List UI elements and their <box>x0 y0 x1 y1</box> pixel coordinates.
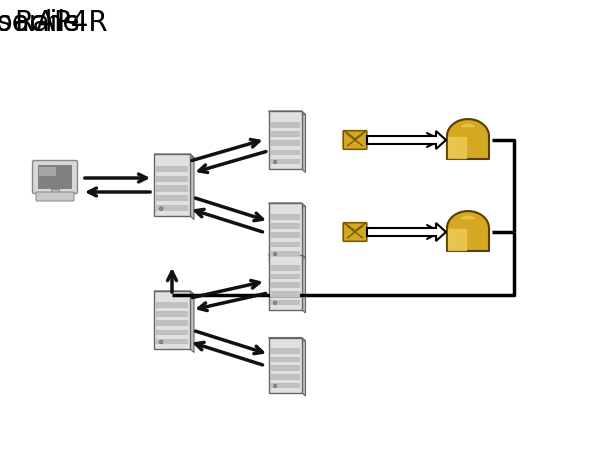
FancyBboxPatch shape <box>269 203 302 261</box>
FancyBboxPatch shape <box>156 320 188 326</box>
Circle shape <box>274 384 277 387</box>
Text: Apache: Apache <box>0 9 80 36</box>
FancyBboxPatch shape <box>156 205 188 211</box>
Polygon shape <box>190 291 194 352</box>
FancyBboxPatch shape <box>271 214 299 220</box>
Polygon shape <box>447 211 489 251</box>
FancyBboxPatch shape <box>154 291 190 349</box>
Polygon shape <box>367 131 446 149</box>
FancyBboxPatch shape <box>32 161 77 194</box>
Polygon shape <box>269 338 305 341</box>
Polygon shape <box>302 203 305 265</box>
FancyBboxPatch shape <box>269 111 302 169</box>
FancyBboxPatch shape <box>156 166 188 172</box>
Polygon shape <box>269 203 305 207</box>
FancyBboxPatch shape <box>271 374 299 379</box>
Circle shape <box>274 301 277 305</box>
FancyBboxPatch shape <box>271 242 299 248</box>
Polygon shape <box>447 119 489 159</box>
FancyBboxPatch shape <box>156 176 188 182</box>
Polygon shape <box>154 291 194 294</box>
Polygon shape <box>302 255 305 313</box>
FancyBboxPatch shape <box>271 251 299 256</box>
Polygon shape <box>154 154 194 157</box>
Circle shape <box>160 207 163 210</box>
Polygon shape <box>302 111 305 172</box>
FancyBboxPatch shape <box>271 233 299 238</box>
FancyBboxPatch shape <box>271 266 299 271</box>
FancyBboxPatch shape <box>271 149 299 155</box>
FancyBboxPatch shape <box>39 167 56 176</box>
FancyBboxPatch shape <box>271 274 299 279</box>
Polygon shape <box>367 223 446 241</box>
FancyBboxPatch shape <box>271 291 299 297</box>
Text: Rails: Rails <box>14 9 80 36</box>
FancyBboxPatch shape <box>271 122 299 128</box>
FancyBboxPatch shape <box>271 357 299 362</box>
Text: User: User <box>0 9 41 36</box>
FancyBboxPatch shape <box>36 192 74 201</box>
FancyBboxPatch shape <box>271 223 299 229</box>
FancyBboxPatch shape <box>156 311 188 317</box>
FancyBboxPatch shape <box>271 348 299 354</box>
FancyBboxPatch shape <box>51 189 59 195</box>
FancyBboxPatch shape <box>156 338 188 344</box>
FancyBboxPatch shape <box>154 154 190 216</box>
FancyBboxPatch shape <box>269 338 302 392</box>
FancyBboxPatch shape <box>156 302 188 308</box>
FancyBboxPatch shape <box>271 365 299 371</box>
FancyBboxPatch shape <box>156 185 188 192</box>
FancyBboxPatch shape <box>271 300 299 305</box>
Polygon shape <box>461 124 475 127</box>
Text: AP4R: AP4R <box>35 9 109 36</box>
Circle shape <box>160 340 163 344</box>
FancyBboxPatch shape <box>271 131 299 137</box>
FancyBboxPatch shape <box>271 283 299 288</box>
FancyBboxPatch shape <box>271 158 299 164</box>
FancyBboxPatch shape <box>38 165 72 189</box>
Polygon shape <box>448 137 466 158</box>
FancyBboxPatch shape <box>156 195 188 201</box>
Polygon shape <box>269 111 305 114</box>
Polygon shape <box>461 216 475 219</box>
Polygon shape <box>269 255 305 258</box>
Polygon shape <box>190 154 194 220</box>
FancyBboxPatch shape <box>343 223 367 241</box>
Circle shape <box>274 160 277 164</box>
Polygon shape <box>302 338 305 396</box>
FancyBboxPatch shape <box>271 382 299 388</box>
Polygon shape <box>448 229 466 250</box>
Circle shape <box>274 252 277 256</box>
FancyBboxPatch shape <box>156 329 188 335</box>
FancyBboxPatch shape <box>271 140 299 146</box>
FancyBboxPatch shape <box>343 130 367 149</box>
FancyBboxPatch shape <box>269 255 302 310</box>
